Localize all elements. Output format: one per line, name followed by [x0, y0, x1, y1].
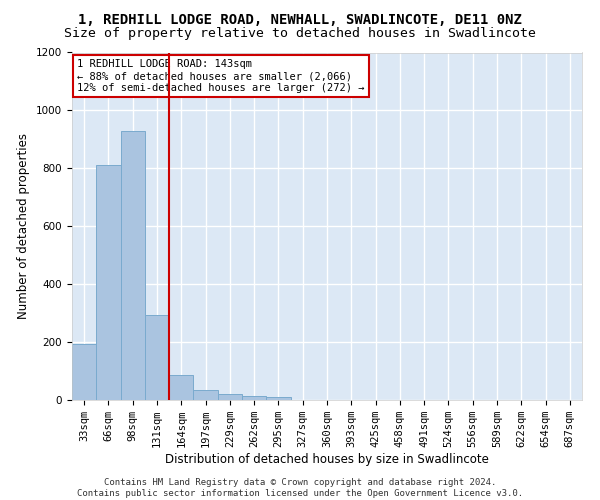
Bar [145, 314, 169, 400]
Text: 1, REDHILL LODGE ROAD, NEWHALL, SWADLINCOTE, DE11 0NZ: 1, REDHILL LODGE ROAD, NEWHALL, SWADLINC… [78, 12, 522, 26]
Text: Contains HM Land Registry data © Crown copyright and database right 2024.
Contai: Contains HM Land Registry data © Crown c… [77, 478, 523, 498]
Text: 1 REDHILL LODGE ROAD: 143sqm
← 88% of detached houses are smaller (2,066)
12% of: 1 REDHILL LODGE ROAD: 143sqm ← 88% of de… [77, 60, 365, 92]
Bar [218, 394, 242, 400]
Bar [242, 396, 266, 400]
Y-axis label: Number of detached properties: Number of detached properties [17, 133, 31, 320]
Bar [96, 166, 121, 400]
Bar [72, 344, 96, 400]
Bar [193, 390, 218, 400]
X-axis label: Distribution of detached houses by size in Swadlincote: Distribution of detached houses by size … [165, 453, 489, 466]
Text: Size of property relative to detached houses in Swadlincote: Size of property relative to detached ho… [64, 28, 536, 40]
Bar [266, 396, 290, 400]
Bar [121, 130, 145, 400]
Bar [169, 374, 193, 400]
